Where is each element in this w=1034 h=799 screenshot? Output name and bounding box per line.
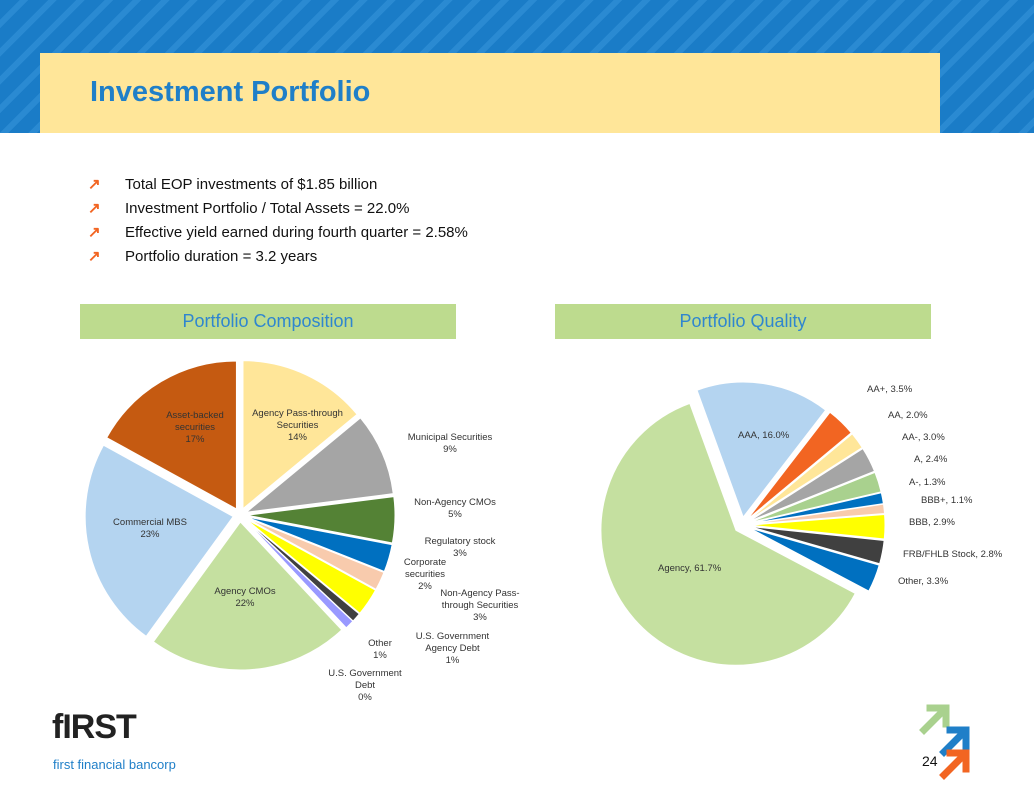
logo-arrows [919, 704, 970, 780]
pie-slice [749, 492, 884, 524]
category-label: Commercial MBS [113, 517, 187, 528]
category-label: Municipal Securities [407, 432, 493, 443]
pie-slice [749, 503, 886, 525]
value-label: 5% [448, 509, 462, 520]
value-label: 23% [140, 529, 160, 540]
value-label: 0% [358, 692, 372, 703]
data-label: U.S. Government Agency Debt 1% [410, 631, 495, 667]
category-label: Non-Agency Pass-through Securities [440, 588, 520, 611]
data-label: Asset-backed securities 17% [155, 410, 235, 446]
data-label: Municipal Securities 9% [400, 432, 500, 456]
chart-title: Portfolio Quality [555, 304, 931, 339]
pie-slice [696, 381, 827, 519]
pie-slice [246, 516, 393, 573]
chart-title: Portfolio Composition [80, 304, 456, 339]
pie-slice [242, 360, 358, 510]
bullet: Portfolio duration = 3.2 years [125, 248, 318, 265]
data-label: Agency CMOs 22% [195, 586, 295, 610]
value-label: 2% [418, 581, 432, 592]
category-label: Other [368, 638, 392, 649]
title-box [40, 53, 940, 133]
category-label: U.S. Government Agency Debt [415, 631, 490, 654]
bullet: Total EOP investments of $1.85 billion [125, 176, 378, 193]
logo: fIRST [52, 708, 137, 746]
pie-slice [152, 521, 343, 671]
bullet-arrow: ↗ [88, 200, 101, 217]
value-label: A, 2.4% [914, 454, 948, 465]
pie-slice [245, 518, 377, 614]
pie-slice [748, 447, 876, 522]
value-label: FRB/FHLB Stock, 2.8% [903, 549, 1003, 560]
category-label: Agency CMOs [214, 586, 276, 597]
category-label: Regulatory stock [424, 536, 496, 547]
data-label: Corporate securities 2% [395, 557, 455, 593]
value-label: 1% [445, 655, 460, 666]
bullet-arrow: ↗ [88, 224, 101, 241]
category-label: Corporate securities [403, 557, 447, 580]
data-label: Other 1% [355, 638, 405, 662]
page-number: 24 [922, 753, 938, 769]
value-label: 17% [185, 434, 205, 445]
pie-slice [244, 417, 394, 513]
value-label: AA, 2.0% [888, 410, 928, 421]
bullet: Effective yield earned during fourth qua… [125, 224, 468, 241]
value-label: 1% [373, 650, 387, 661]
pie-slice [246, 517, 385, 590]
value-label: Other, 3.3% [898, 576, 949, 587]
value-label: BBB, 2.9% [909, 517, 955, 528]
value-label: BBB+, 1.1% [921, 495, 973, 506]
pie-slice [749, 513, 886, 540]
data-label: Regulatory stock 3% [420, 536, 500, 560]
value-label: 14% [287, 432, 307, 443]
value-label: 22% [235, 598, 255, 609]
value-label: 3% [453, 548, 467, 559]
bullet-arrow: ↗ [88, 248, 101, 265]
value-label: 3% [473, 612, 487, 623]
value-label: A-, 1.3% [909, 477, 946, 488]
company-name: first financial bancorp [53, 757, 176, 772]
pie-slice [84, 444, 234, 637]
pie-slice [600, 402, 856, 666]
value-label: Agency, 61.7% [658, 563, 722, 574]
pie-slice [748, 433, 863, 521]
category-label: Asset-backed securities [166, 410, 224, 433]
pie-slice [749, 471, 882, 524]
category-label: Agency Pass-through Securities [252, 408, 343, 431]
bullet: Investment Portfolio / Total Assets = 22… [125, 200, 410, 217]
value-label: AAA, 16.0% [738, 430, 790, 441]
category-label: Non-Agency CMOs [414, 497, 496, 508]
data-label: Non-Agency Pass-through Securities 3% [425, 588, 535, 624]
data-label: Non-Agency CMOs 5% [405, 497, 505, 521]
value-label: AA-, 3.0% [902, 432, 945, 443]
value-label: 9% [443, 444, 457, 455]
pie-slice [749, 526, 885, 565]
pie-slice [246, 496, 396, 544]
pie-slice [749, 527, 880, 592]
bullet-arrow: ↗ [88, 176, 101, 193]
slide-title: Investment Portfolio [90, 76, 371, 108]
pie-slice [747, 411, 852, 520]
pie-slice [106, 360, 237, 510]
data-label: Commercial MBS 23% [100, 517, 200, 541]
value-label: AA+, 3.5% [867, 384, 913, 395]
data-label: Agency Pass-through Securities 14% [250, 408, 345, 444]
category-label: U.S. Government Debt [328, 668, 402, 691]
data-label: U.S. Government Debt 0% [320, 668, 410, 704]
